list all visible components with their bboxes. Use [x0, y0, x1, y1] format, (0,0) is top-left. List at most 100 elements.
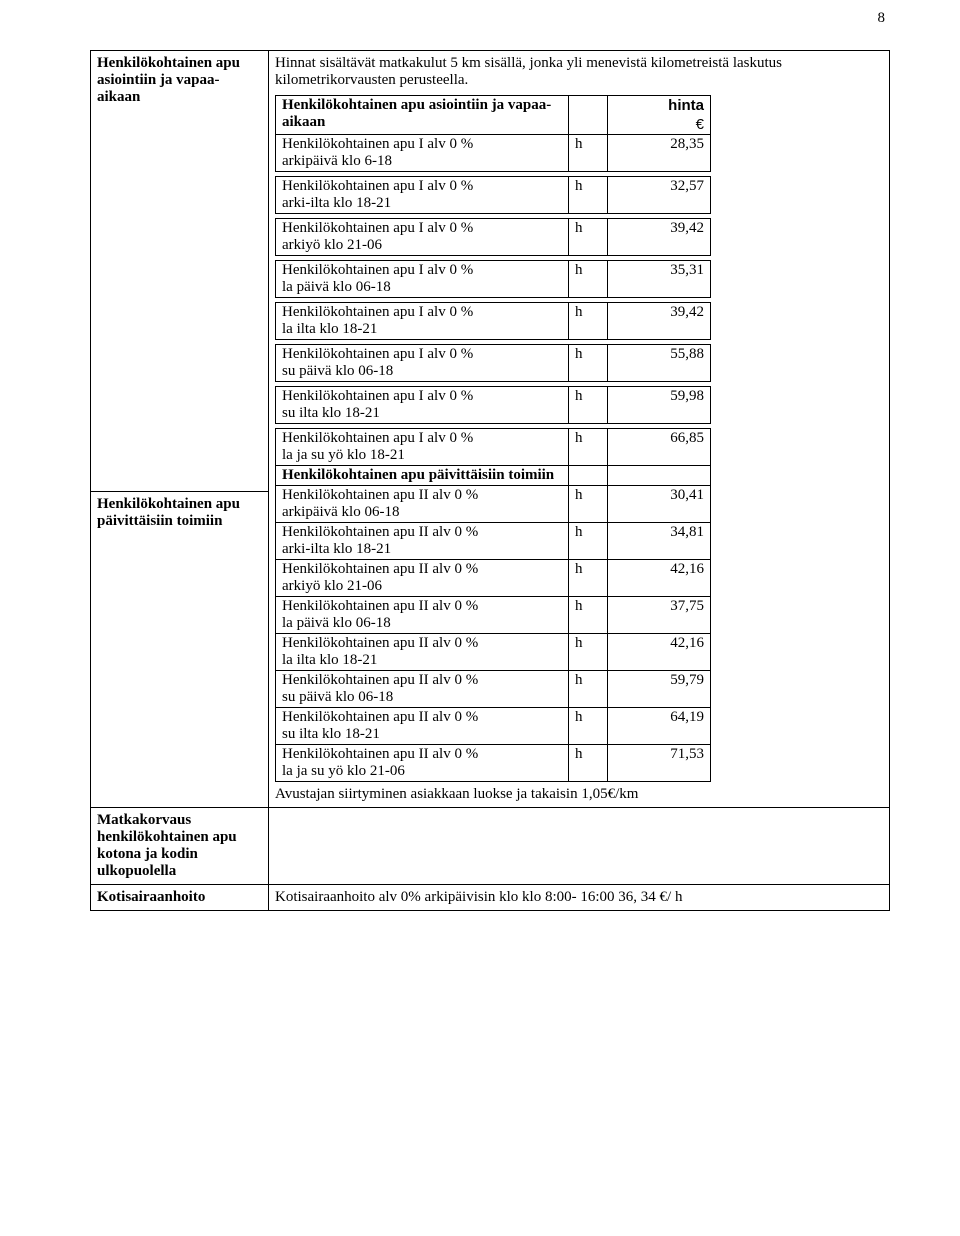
s1-row-2t: Henkilökohtainen apu I alv 0 %arkiyö klo…: [275, 218, 711, 256]
s2-r3-u: h: [569, 597, 608, 634]
s1-r3-v: 35,31: [608, 261, 711, 298]
s1-hinta-label: hinta: [608, 96, 711, 116]
s2-r4-l1: Henkilökohtainen apu II alv 0 %: [282, 635, 478, 651]
s2-r5-u: h: [569, 671, 608, 708]
s1-r4-v: 39,42: [608, 303, 711, 340]
s2-row-6: Henkilökohtainen apu II alv 0 %su ilta k…: [276, 708, 711, 745]
s2-r7-l2: la ja su yö klo 21-06: [282, 763, 405, 779]
s2-r5-l2: su päivä klo 06-18: [282, 689, 393, 705]
s1-r2-l2: arkiyö klo 21-06: [282, 237, 382, 253]
s1-last-s2-head: Henkilökohtainen apu I alv 0 %la ja su y…: [275, 428, 711, 782]
s1-hinta-blank-unit: [569, 96, 608, 116]
s2-row-7: Henkilökohtainen apu II alv 0 %la ja su …: [276, 745, 711, 782]
right-cell-section3: [269, 808, 890, 885]
inner-table-s1-head: Henkilökohtainen apu asiointiin ja vapaa…: [275, 95, 711, 172]
s1-row-0: Henkilökohtainen apu I alv 0 % arkipäivä…: [276, 135, 711, 172]
s2-r0-v: 30,41: [608, 486, 711, 523]
s2-r2-v: 42,16: [608, 560, 711, 597]
s2-r2-u: h: [569, 560, 608, 597]
s2-r7-u: h: [569, 745, 608, 782]
s2-row-1: Henkilökohtainen apu II alv 0 %arki-ilta…: [276, 523, 711, 560]
s1-r7-l1: Henkilökohtainen apu I alv 0 %: [282, 430, 473, 446]
s1-r6-l1: Henkilökohtainen apu I alv 0 %: [282, 388, 473, 404]
left-label-section4: Kotisairaanhoito: [91, 885, 269, 911]
s1-header-title: Henkilökohtainen apu asiointiin ja vapaa…: [276, 96, 569, 135]
s1-row-6t: Henkilökohtainen apu I alv 0 %su ilta kl…: [275, 386, 711, 424]
s2-r6-u: h: [569, 708, 608, 745]
s2-row-2: Henkilökohtainen apu II alv 0 %arkiyö kl…: [276, 560, 711, 597]
s2-r5-l1: Henkilökohtainen apu II alv 0 %: [282, 672, 478, 688]
s1-row-4t: Henkilökohtainen apu I alv 0 %la ilta kl…: [275, 302, 711, 340]
s1-r6-v: 59,98: [608, 387, 711, 424]
s1-r6-u: h: [569, 387, 608, 424]
s2-row-3: Henkilökohtainen apu II alv 0 %la päivä …: [276, 597, 711, 634]
s2-r7-l1: Henkilökohtainen apu II alv 0 %: [282, 746, 478, 762]
s2-r3-l1: Henkilökohtainen apu II alv 0 %: [282, 598, 478, 614]
s1-r4-l2: la ilta klo 18-21: [282, 321, 377, 337]
s2-r4-u: h: [569, 634, 608, 671]
s2-r1-u: h: [569, 523, 608, 560]
s1-r0-l1: Henkilökohtainen apu I alv 0 %: [282, 136, 473, 152]
s1-r1-v: 32,57: [608, 177, 711, 214]
s1-r6-l2: su ilta klo 18-21: [282, 405, 380, 421]
row-section1: Henkilökohtainen apu asiointiin ja vapaa…: [91, 51, 890, 492]
row-section3: Matkakorvaus henkilökohtainen apu kotona…: [91, 808, 890, 885]
s1-r0-u: h: [569, 135, 608, 172]
s2-header-title: Henkilökohtainen apu päivittäisiin toimi…: [276, 466, 569, 486]
s1-euro-label: €: [608, 115, 711, 135]
page-number: 8: [878, 10, 886, 27]
s1-r0-l2: arkipäivä klo 6-18: [282, 153, 392, 169]
s1-r4-u: h: [569, 303, 608, 340]
s1-r5-l1: Henkilökohtainen apu I alv 0 %: [282, 346, 473, 362]
s2-r0-u: h: [569, 486, 608, 523]
s1-r0-v: 28,35: [608, 135, 711, 172]
right-cell-section4: Kotisairaanhoito alv 0% arkipäivisin klo…: [269, 885, 890, 911]
right-cell-main: Hinnat sisältävät matkakulut 5 km sisäll…: [269, 51, 890, 808]
s2-r0-l2: arkipäivä klo 06-18: [282, 504, 399, 520]
s2-head-blank-u: [569, 466, 608, 486]
s1-r4-l1: Henkilökohtainen apu I alv 0 %: [282, 304, 473, 320]
s1-r2-l1: Henkilökohtainen apu I alv 0 %: [282, 220, 473, 236]
s2-row-0: Henkilökohtainen apu II alv 0 %arkipäivä…: [276, 486, 711, 523]
avustaja-text: Avustajan siirtyminen asiakkaan luokse j…: [275, 786, 883, 803]
left-label-section2: Henkilökohtainen apu päivittäisiin toimi…: [91, 491, 269, 807]
left-label-section3: Matkakorvaus henkilökohtainen apu kotona…: [91, 808, 269, 885]
s1-row-5t: Henkilökohtainen apu I alv 0 %su päivä k…: [275, 344, 711, 382]
s2-r4-l2: la ilta klo 18-21: [282, 652, 377, 668]
outer-table: Henkilökohtainen apu asiointiin ja vapaa…: [90, 50, 890, 911]
s1-r1-l1: Henkilökohtainen apu I alv 0 %: [282, 178, 473, 194]
s2-head-blank-v: [608, 466, 711, 486]
s1-row-3t: Henkilökohtainen apu I alv 0 %la päivä k…: [275, 260, 711, 298]
s1-r7-u: h: [569, 429, 608, 466]
s2-r2-l1: Henkilökohtainen apu II alv 0 %: [282, 561, 478, 577]
s2-r7-v: 71,53: [608, 745, 711, 782]
s2-r6-v: 64,19: [608, 708, 711, 745]
s1-r2-v: 39,42: [608, 219, 711, 256]
s2-r4-v: 42,16: [608, 634, 711, 671]
s2-r0-l1: Henkilökohtainen apu II alv 0 %: [282, 487, 478, 503]
left-label-section1: Henkilökohtainen apu asiointiin ja vapaa…: [91, 51, 269, 492]
s2-row-4: Henkilökohtainen apu II alv 0 %la ilta k…: [276, 634, 711, 671]
s2-r3-l2: la päivä klo 06-18: [282, 615, 391, 631]
s1-r3-l2: la päivä klo 06-18: [282, 279, 391, 295]
s2-r6-l2: su ilta klo 18-21: [282, 726, 380, 742]
s1-r1-u: h: [569, 177, 608, 214]
s1-r5-l2: su päivä klo 06-18: [282, 363, 393, 379]
s1-r1-l2: arki-ilta klo 18-21: [282, 195, 391, 211]
s1-r3-l1: Henkilökohtainen apu I alv 0 %: [282, 262, 473, 278]
s2-row-5: Henkilökohtainen apu II alv 0 %su päivä …: [276, 671, 711, 708]
s1-r3-u: h: [569, 261, 608, 298]
s1-r5-v: 55,88: [608, 345, 711, 382]
s2-r1-l2: arki-ilta klo 18-21: [282, 541, 391, 557]
s1-r7-l2: la ja su yö klo 18-21: [282, 447, 405, 463]
s2-r3-v: 37,75: [608, 597, 711, 634]
row-section4: Kotisairaanhoito Kotisairaanhoito alv 0%…: [91, 885, 890, 911]
s1-hinta-blank-unit2: [569, 115, 608, 135]
s1-r2-u: h: [569, 219, 608, 256]
s1-row-1t: Henkilökohtainen apu I alv 0 %arki-ilta …: [275, 176, 711, 214]
page: 8 Henkilökohtainen apu asiointiin ja vap…: [0, 0, 960, 1236]
s1-r7-v: 66,85: [608, 429, 711, 466]
s2-r6-l1: Henkilökohtainen apu II alv 0 %: [282, 709, 478, 725]
s2-r1-l1: Henkilökohtainen apu II alv 0 %: [282, 524, 478, 540]
s2-r2-l2: arkiyö klo 21-06: [282, 578, 382, 594]
